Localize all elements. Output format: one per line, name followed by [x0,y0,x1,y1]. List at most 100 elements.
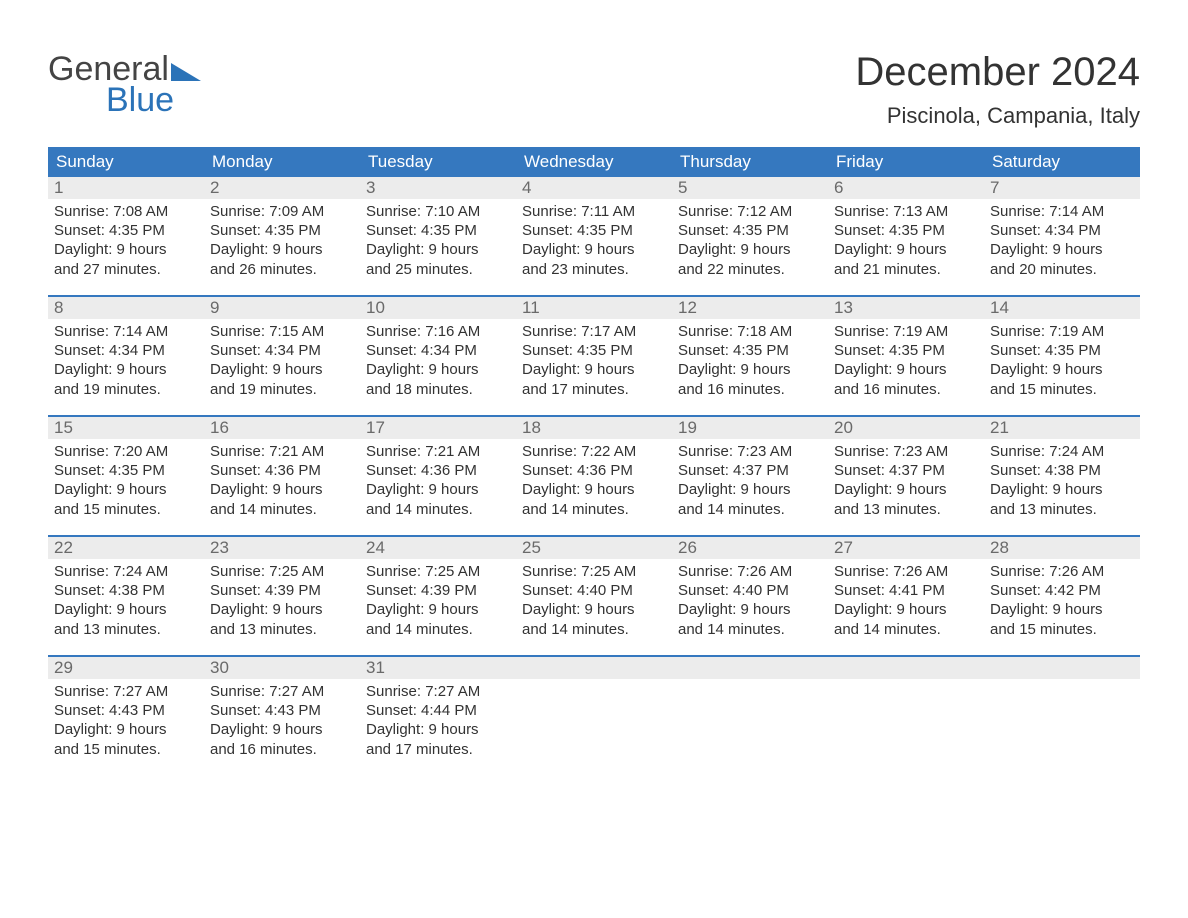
daylight-line-2: and 26 minutes. [210,260,354,279]
daylight-line-1: Daylight: 9 hours [210,600,354,619]
cell-body: Sunrise: 7:23 AMSunset: 4:37 PMDaylight:… [672,439,828,519]
daylight-line-2: and 17 minutes. [366,740,510,759]
sunrise-line: Sunrise: 7:10 AM [366,202,510,221]
cell-body: Sunrise: 7:27 AMSunset: 4:43 PMDaylight:… [204,679,360,759]
sunrise-line: Sunrise: 7:19 AM [990,322,1134,341]
sunset-line: Sunset: 4:35 PM [522,341,666,360]
day-number: 17 [360,417,516,439]
daylight-line-2: and 14 minutes. [678,500,822,519]
calendar-cell: 27Sunrise: 7:26 AMSunset: 4:41 PMDayligh… [828,537,984,655]
day-number: 22 [48,537,204,559]
sunrise-line: Sunrise: 7:21 AM [366,442,510,461]
daylight-line-1: Daylight: 9 hours [210,360,354,379]
daylight-line-2: and 13 minutes. [834,500,978,519]
sunset-line: Sunset: 4:35 PM [522,221,666,240]
sunset-line: Sunset: 4:35 PM [834,221,978,240]
sunset-line: Sunset: 4:36 PM [366,461,510,480]
calendar-cell-empty [516,657,672,775]
cell-body: Sunrise: 7:25 AMSunset: 4:39 PMDaylight:… [204,559,360,639]
daylight-line-2: and 13 minutes. [990,500,1134,519]
calendar-cell: 10Sunrise: 7:16 AMSunset: 4:34 PMDayligh… [360,297,516,415]
daylight-line-2: and 15 minutes. [990,380,1134,399]
cell-body: Sunrise: 7:27 AMSunset: 4:43 PMDaylight:… [48,679,204,759]
cell-body: Sunrise: 7:26 AMSunset: 4:42 PMDaylight:… [984,559,1140,639]
sunrise-line: Sunrise: 7:23 AM [678,442,822,461]
cell-body: Sunrise: 7:26 AMSunset: 4:40 PMDaylight:… [672,559,828,639]
day-number [516,657,672,679]
day-number [984,657,1140,679]
sunset-line: Sunset: 4:36 PM [522,461,666,480]
daylight-line-2: and 15 minutes. [54,500,198,519]
sunset-line: Sunset: 4:43 PM [210,701,354,720]
cell-body: Sunrise: 7:25 AMSunset: 4:40 PMDaylight:… [516,559,672,639]
daylight-line-2: and 16 minutes. [210,740,354,759]
cell-body: Sunrise: 7:21 AMSunset: 4:36 PMDaylight:… [360,439,516,519]
calendar-cell: 22Sunrise: 7:24 AMSunset: 4:38 PMDayligh… [48,537,204,655]
day-number: 24 [360,537,516,559]
sunrise-line: Sunrise: 7:27 AM [210,682,354,701]
sunrise-line: Sunrise: 7:12 AM [678,202,822,221]
sunrise-line: Sunrise: 7:27 AM [366,682,510,701]
cell-body: Sunrise: 7:19 AMSunset: 4:35 PMDaylight:… [828,319,984,399]
calendar-cell: 6Sunrise: 7:13 AMSunset: 4:35 PMDaylight… [828,177,984,295]
title-block: December 2024 Piscinola, Campania, Italy [855,50,1140,129]
sunset-line: Sunset: 4:39 PM [366,581,510,600]
day-number: 13 [828,297,984,319]
day-number: 28 [984,537,1140,559]
sunset-line: Sunset: 4:35 PM [210,221,354,240]
weekday-header: Friday [828,152,984,172]
day-number: 29 [48,657,204,679]
sunset-line: Sunset: 4:41 PM [834,581,978,600]
day-number: 12 [672,297,828,319]
daylight-line-1: Daylight: 9 hours [678,360,822,379]
sunrise-line: Sunrise: 7:14 AM [54,322,198,341]
sunset-line: Sunset: 4:40 PM [522,581,666,600]
cell-body: Sunrise: 7:10 AMSunset: 4:35 PMDaylight:… [360,199,516,279]
calendar-week-row: 8Sunrise: 7:14 AMSunset: 4:34 PMDaylight… [48,295,1140,415]
calendar-cell: 26Sunrise: 7:26 AMSunset: 4:40 PMDayligh… [672,537,828,655]
daylight-line-1: Daylight: 9 hours [522,480,666,499]
daylight-line-1: Daylight: 9 hours [834,240,978,259]
calendar-cell: 12Sunrise: 7:18 AMSunset: 4:35 PMDayligh… [672,297,828,415]
cell-body: Sunrise: 7:21 AMSunset: 4:36 PMDaylight:… [204,439,360,519]
weekday-header: Monday [204,152,360,172]
day-number: 25 [516,537,672,559]
calendar-cell: 14Sunrise: 7:19 AMSunset: 4:35 PMDayligh… [984,297,1140,415]
logo-triangle-icon [171,61,201,81]
sunset-line: Sunset: 4:37 PM [834,461,978,480]
weekday-header-row: SundayMondayTuesdayWednesdayThursdayFrid… [48,147,1140,177]
sunrise-line: Sunrise: 7:25 AM [522,562,666,581]
calendar-cell: 3Sunrise: 7:10 AMSunset: 4:35 PMDaylight… [360,177,516,295]
day-number: 10 [360,297,516,319]
calendar-cell: 16Sunrise: 7:21 AMSunset: 4:36 PMDayligh… [204,417,360,535]
daylight-line-2: and 17 minutes. [522,380,666,399]
sunset-line: Sunset: 4:39 PM [210,581,354,600]
daylight-line-1: Daylight: 9 hours [678,600,822,619]
weekday-header: Wednesday [516,152,672,172]
sunrise-line: Sunrise: 7:26 AM [678,562,822,581]
daylight-line-2: and 22 minutes. [678,260,822,279]
sunrise-line: Sunrise: 7:17 AM [522,322,666,341]
daylight-line-1: Daylight: 9 hours [678,480,822,499]
cell-body: Sunrise: 7:25 AMSunset: 4:39 PMDaylight:… [360,559,516,639]
daylight-line-1: Daylight: 9 hours [990,600,1134,619]
cell-body: Sunrise: 7:15 AMSunset: 4:34 PMDaylight:… [204,319,360,399]
daylight-line-2: and 13 minutes. [54,620,198,639]
sunset-line: Sunset: 4:37 PM [678,461,822,480]
sunrise-line: Sunrise: 7:22 AM [522,442,666,461]
day-number: 6 [828,177,984,199]
sunset-line: Sunset: 4:35 PM [54,461,198,480]
sunrise-line: Sunrise: 7:09 AM [210,202,354,221]
sunrise-line: Sunrise: 7:26 AM [834,562,978,581]
daylight-line-1: Daylight: 9 hours [834,600,978,619]
sunset-line: Sunset: 4:34 PM [366,341,510,360]
calendar-cell-empty [672,657,828,775]
day-number: 3 [360,177,516,199]
daylight-line-1: Daylight: 9 hours [522,240,666,259]
calendar-cell: 25Sunrise: 7:25 AMSunset: 4:40 PMDayligh… [516,537,672,655]
daylight-line-2: and 27 minutes. [54,260,198,279]
day-number: 11 [516,297,672,319]
daylight-line-2: and 14 minutes. [522,620,666,639]
calendar-cell: 23Sunrise: 7:25 AMSunset: 4:39 PMDayligh… [204,537,360,655]
sunrise-line: Sunrise: 7:25 AM [210,562,354,581]
